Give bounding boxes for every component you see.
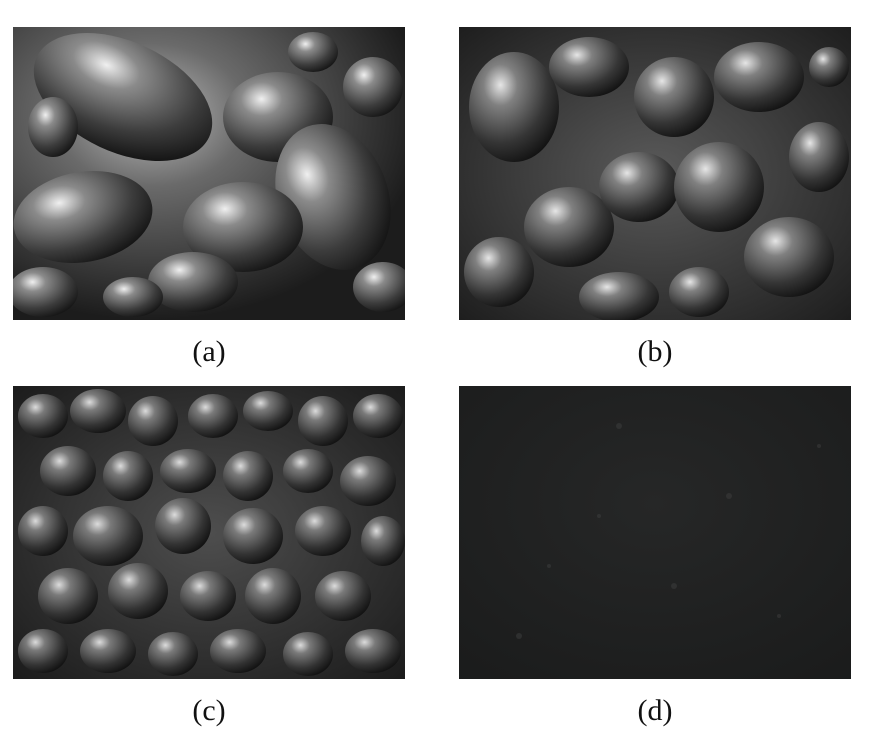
micrograph-c-image [13,386,405,679]
micrograph-c [13,386,405,679]
micrograph-b-image [459,27,851,320]
caption-b: (b) [637,335,673,368]
caption-a: (a) [192,335,226,368]
caption-c: (c) [192,694,226,727]
caption-d: (d) [637,694,673,727]
micrograph-a-image [13,27,405,320]
micrograph-d [459,386,851,679]
micrograph-b [459,27,851,320]
micrograph-d-image [459,386,851,679]
micrograph-a [13,27,405,320]
